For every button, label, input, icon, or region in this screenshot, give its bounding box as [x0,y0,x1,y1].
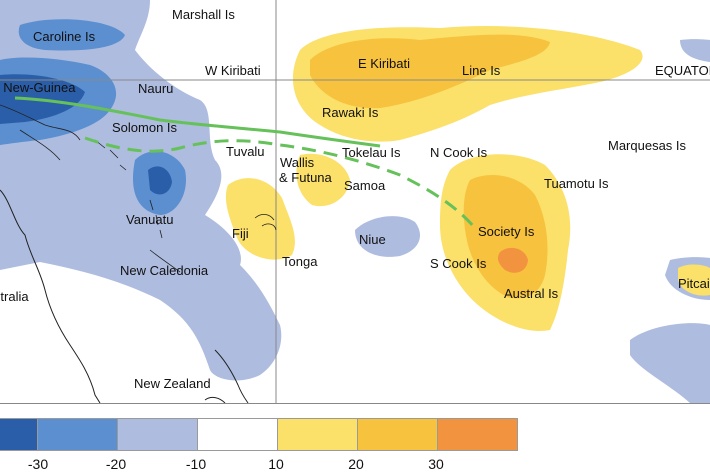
anomaly-region-gold-kiribati [310,34,550,109]
label-futuna: & Futuna [279,170,332,185]
label-e-kiribati: E Kiribati [358,56,411,71]
label-n-cook-is: N Cook Is [430,145,488,160]
label-austral-is: Austral Is [504,286,559,301]
label-w-kiribati: W Kiribati [205,63,261,78]
anomaly-region-light-blue-east-sw [630,323,710,403]
anomaly-region-light-blue-northeast [680,39,710,62]
legend-tick-10: 10 [268,456,284,472]
label-samoa: Samoa [344,178,386,193]
label-society-is: Society Is [478,224,535,239]
label-new-zealand: New Zealand [134,376,211,391]
australia-coastline [0,189,101,403]
label-australia: Australia [0,289,29,304]
png-coastline [0,104,81,161]
anomaly-region-dark-blue-vanuatu [148,166,172,195]
anomaly-region-yellow-fiji [225,178,295,260]
legend-swatch-dark-blue [0,418,38,451]
map-canvas [0,0,710,403]
anomaly-region-yellow-samoa [296,153,350,207]
label-papua-new-guinea: Papua New-Guinea [0,80,76,95]
new-zealand-coastline [204,349,249,403]
anomaly-region-gold-society [463,175,548,299]
label-wallis: Wallis [280,155,315,170]
label-pitcairn: Pitcairn [678,276,710,291]
fiji-islands-coastline [254,214,277,231]
new-caledonia-coastline [149,249,181,273]
label-equator: EQUATOR [655,63,710,78]
legend-swatch-orange [438,418,518,451]
legend-swatch-mid-blue [38,418,118,451]
spcz-dashed-line [84,136,477,229]
legend-tick-minus-30: -30 [27,456,49,472]
map-panel: Marshall Is Caroline Is W Kiribati E Kir… [0,0,710,404]
label-new-caledonia: New Caledonia [120,263,209,278]
label-fiji: Fiji [232,226,249,241]
legend-tick-20: 20 [348,456,364,472]
label-line-is: Line Is [462,63,501,78]
label-vanuatu: Vanuatu [126,212,174,227]
label-tuamotu-is: Tuamotu Is [544,176,609,191]
anomaly-region-light-blue-niue [355,216,420,257]
label-s-cook-is: S Cook Is [430,256,487,271]
label-marshall-is: Marshall Is [172,7,235,22]
label-niue: Niue [359,232,386,247]
label-nauru: Nauru [138,81,174,96]
color-legend-bar [0,418,518,451]
anomaly-region-orange-scook [497,247,528,273]
label-caroline-is: Caroline Is [33,29,96,44]
legend-swatch-white [198,418,278,451]
label-rawaki-is: Rawaki Is [322,105,379,120]
anomaly-region-mid-blue-caroline [18,19,125,51]
legend-swatch-light-blue [118,418,198,451]
label-solomon-is: Solomon Is [112,120,178,135]
label-tonga: Tonga [282,254,318,269]
legend-tick-minus-10: -10 [185,456,207,472]
label-marquesas-is: Marquesas Is [608,138,687,153]
legend-tick-30: 30 [428,456,444,472]
vanuatu-islands-coastline [149,199,163,239]
legend-swatch-gold [358,418,438,451]
legend-tick-minus-20: -20 [105,456,127,472]
anomaly-region-yellow-pitcairn [678,264,710,296]
spcz-solid-line [14,96,381,148]
label-tuvalu: Tuvalu [226,144,265,159]
label-tokelau-is: Tokelau Is [342,145,401,160]
legend-swatch-yellow [278,418,358,451]
